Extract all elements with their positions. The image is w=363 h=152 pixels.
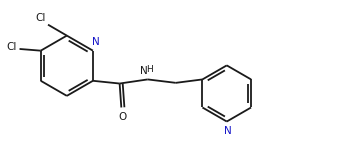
Text: N: N (92, 37, 99, 47)
Text: N: N (224, 126, 231, 136)
Text: O: O (118, 112, 126, 122)
Text: Cl: Cl (7, 42, 17, 52)
Text: N: N (140, 66, 148, 76)
Text: H: H (146, 65, 152, 74)
Text: Cl: Cl (35, 14, 46, 24)
